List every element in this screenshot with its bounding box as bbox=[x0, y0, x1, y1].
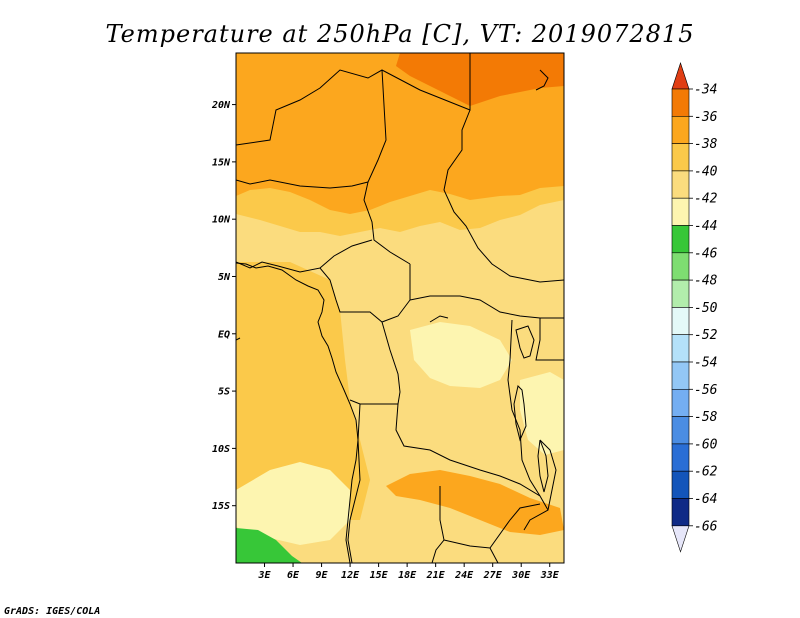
colorbar-label: -52 bbox=[694, 328, 718, 343]
field-band-west-ocean bbox=[236, 262, 370, 520]
lon-tick-label: 21E bbox=[426, 570, 446, 581]
lat-tick-label: 10S bbox=[212, 444, 230, 455]
colorbar-swatch bbox=[671, 470, 690, 499]
field-patch-east bbox=[520, 372, 564, 455]
field-peak-northeast bbox=[396, 53, 564, 106]
colorbar-swatch bbox=[671, 416, 690, 445]
colorbar-label: -58 bbox=[694, 410, 718, 425]
colorbar: -34 -36 -38 -40 -42 -44 -46 -48 -50 -52 -54 -56 -58 -… bbox=[671, 62, 718, 553]
colorbar-label: -46 bbox=[694, 246, 718, 261]
map-title: Temperature at 250hPa [C], VT: 201907281… bbox=[106, 20, 695, 48]
colorbar-label: -34 bbox=[694, 83, 717, 98]
colorbar-swatch bbox=[671, 88, 690, 117]
lat-tick-label: 5N bbox=[218, 272, 231, 283]
field-cold-southwest bbox=[236, 528, 302, 563]
lon-tick-label: 18E bbox=[398, 570, 417, 581]
colorbar-swatch bbox=[671, 279, 690, 308]
colorbar-label: -48 bbox=[694, 274, 718, 289]
colorbar-swatch bbox=[671, 388, 690, 417]
lon-tick-label: 9E bbox=[316, 570, 329, 581]
colorbar-label: -42 bbox=[694, 192, 718, 207]
lat-tick-label: 5S bbox=[218, 387, 230, 398]
lat-tick-label: 10N bbox=[212, 215, 231, 226]
grads-credit: GrADS: IGES/COLA bbox=[4, 606, 100, 617]
colorbar-swatch bbox=[671, 443, 690, 472]
colorbar-swatch bbox=[671, 361, 690, 390]
lon-tick-label: 33E bbox=[540, 570, 560, 581]
colorbar-swatch bbox=[671, 197, 690, 226]
lat-tick-label: 20N bbox=[211, 100, 231, 111]
colorbar-swatch bbox=[671, 143, 690, 172]
colorbar-label: -38 bbox=[694, 137, 718, 152]
lon-tick-label: 15E bbox=[370, 570, 389, 581]
colorbar-label: -56 bbox=[694, 383, 718, 398]
lat-tick-label: 15N bbox=[212, 157, 231, 168]
colorbar-label: -44 bbox=[694, 219, 717, 234]
colorbar-bottom-arrow bbox=[671, 525, 690, 553]
colorbar-swatch bbox=[671, 334, 690, 363]
field-patch-southern bbox=[386, 470, 564, 535]
lon-tick-label: 12E bbox=[341, 570, 360, 581]
colorbar-swatch bbox=[671, 307, 690, 335]
latitude-axis: 20N 15N 10N 5N EQ 5S 10S 15S bbox=[211, 100, 236, 512]
longitude-axis: 3E 6E 9E 12E 15E 18E 21E 24E 27E 30E 33E bbox=[257, 563, 560, 581]
lat-tick-label: 15S bbox=[212, 501, 230, 512]
colorbar-swatch bbox=[671, 170, 690, 199]
coastlines bbox=[236, 69, 549, 563]
colorbar-swatch bbox=[671, 225, 690, 254]
country-borders bbox=[236, 53, 564, 563]
lon-tick-label: 6E bbox=[287, 570, 300, 581]
lat-tick-label: EQ bbox=[218, 329, 230, 340]
colorbar-label: -36 bbox=[694, 110, 718, 125]
colorbar-label: -54 bbox=[694, 356, 717, 371]
colorbar-swatch bbox=[671, 498, 690, 527]
map-frame bbox=[235, 52, 565, 564]
lon-tick-label: 27E bbox=[483, 570, 503, 581]
colorbar-label: -60 bbox=[694, 437, 718, 452]
field-patch-southwest bbox=[236, 462, 350, 545]
colorbar-swatch bbox=[671, 116, 690, 144]
colorbar-label: -66 bbox=[694, 519, 718, 534]
colorbar-label: -62 bbox=[694, 465, 718, 480]
colorbar-label: -50 bbox=[694, 301, 718, 316]
lon-tick-label: 24E bbox=[454, 570, 474, 581]
colorbar-swatch bbox=[671, 252, 690, 281]
colorbar-label: -64 bbox=[694, 492, 717, 507]
colorbar-label: -40 bbox=[694, 164, 718, 179]
lon-tick-label: 3E bbox=[257, 570, 271, 581]
colorbar-top-arrow bbox=[671, 62, 690, 90]
lon-tick-label: 30E bbox=[511, 570, 531, 581]
map-plot-area bbox=[236, 53, 564, 563]
field-patch-congo bbox=[410, 322, 512, 388]
